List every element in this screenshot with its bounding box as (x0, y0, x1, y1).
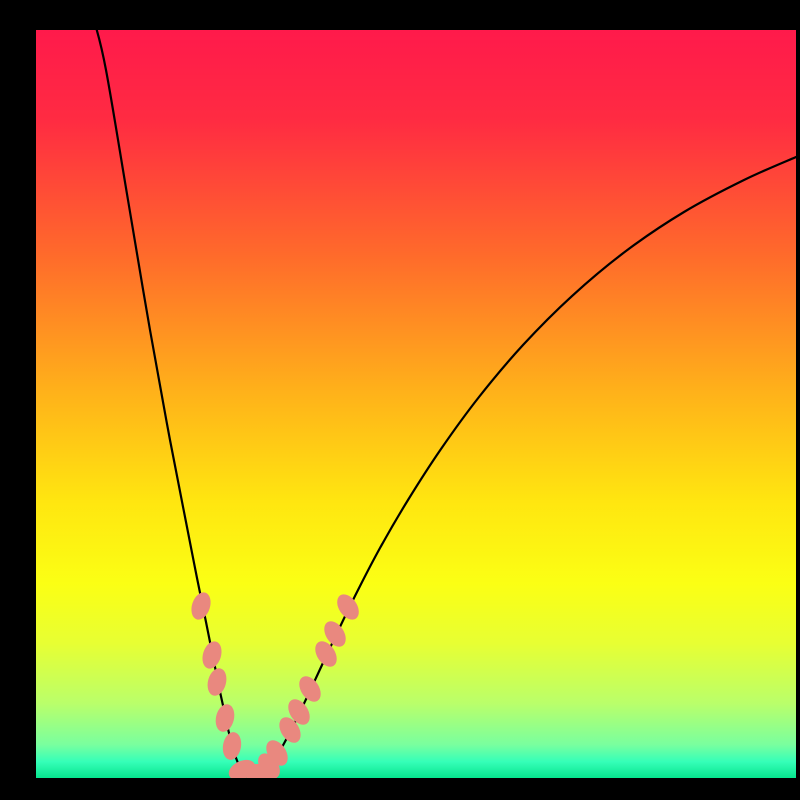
plot-svg (36, 30, 796, 778)
gradient-background (36, 30, 796, 778)
frame-left (0, 0, 36, 800)
frame-top (0, 0, 800, 30)
plot-area (36, 30, 796, 778)
frame-bottom (0, 778, 800, 800)
frame-right (796, 0, 800, 800)
